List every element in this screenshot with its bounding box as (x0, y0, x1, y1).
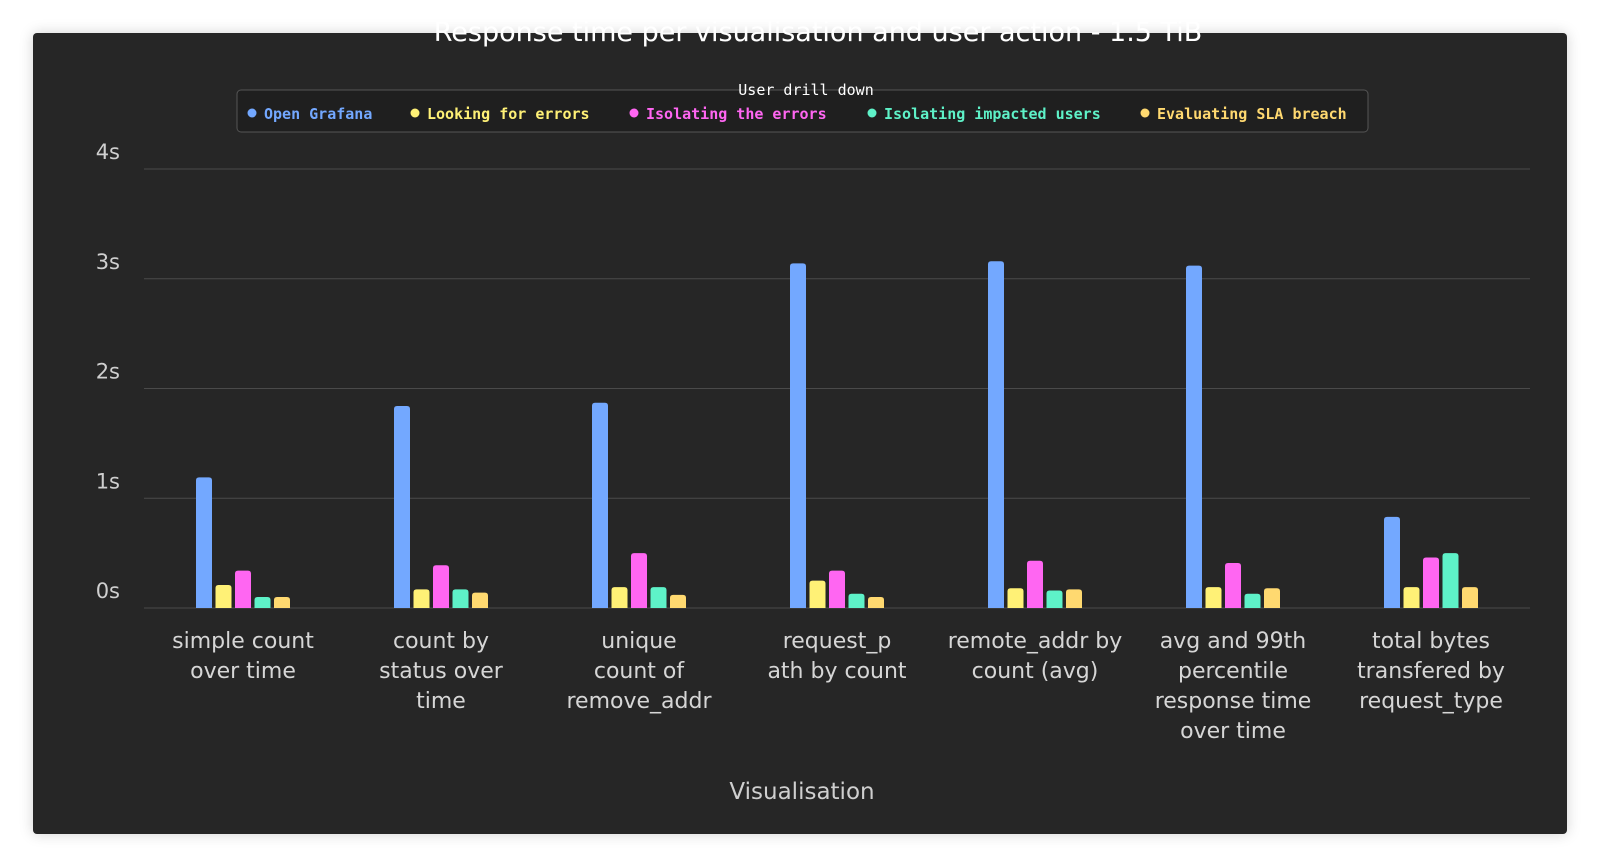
legend-item-open-grafana[interactable]: Open Grafana (247, 105, 373, 123)
gridlines (144, 168, 1530, 609)
bar-isolating-impacted-users (254, 597, 271, 608)
x-axis-title: Visualisation (729, 779, 874, 805)
legend-item-evaluating-sla-breach[interactable]: Evaluating SLA breach (1140, 105, 1347, 123)
bar-looking-for-errors (215, 584, 232, 608)
bar-evaluating-sla-breach (868, 597, 884, 608)
x-tick-label: count by status over time (379, 629, 504, 714)
bar-isolating-the-errors (1423, 557, 1439, 608)
x-tick-label: request_p ath by count (767, 629, 906, 684)
bar-evaluating-sla-breach (670, 594, 686, 608)
bar-open-grafana (790, 263, 806, 608)
y-tick-label: 2s (96, 360, 120, 384)
legend-item-isolating-impacted-users[interactable]: Isolating impacted users (867, 105, 1101, 123)
bar-evaluating-sla-breach (1066, 589, 1082, 608)
legend-label: Looking for errors (427, 105, 590, 123)
legend-label: Open Grafana (264, 105, 372, 123)
bar-isolating-the-errors (829, 570, 845, 608)
bar-isolating-impacted-users (1244, 593, 1261, 608)
bar-isolating-impacted-users (848, 593, 865, 608)
bar-evaluating-sla-breach (472, 592, 488, 608)
bar-open-grafana (196, 477, 212, 608)
bar-isolating-the-errors (433, 565, 449, 608)
bar-looking-for-errors (1007, 588, 1024, 608)
bar-isolating-the-errors (235, 570, 251, 608)
x-tick-label: simple count over time (172, 629, 314, 684)
legend-swatch (867, 108, 877, 118)
bar-isolating-the-errors (631, 553, 647, 608)
bar-looking-for-errors (611, 587, 628, 608)
x-axis-categories: simple count over time count by status over… (172, 629, 1505, 744)
legend-label: Evaluating SLA breach (1157, 105, 1347, 123)
bar-evaluating-sla-breach (1264, 588, 1280, 608)
legend-label: Isolating the errors (646, 105, 827, 123)
bar-isolating-impacted-users (650, 587, 667, 608)
bar-isolating-the-errors (1027, 560, 1043, 608)
legend: User drill down Open Grafana Looking for … (236, 81, 1369, 133)
bar-open-grafana (1186, 265, 1202, 608)
bar-looking-for-errors (1403, 587, 1420, 608)
bar-open-grafana (592, 402, 608, 608)
x-tick-label: remote_addr by count (avg) (948, 629, 1123, 684)
bar-looking-for-errors (1205, 587, 1222, 608)
bar-evaluating-sla-breach (1462, 587, 1478, 608)
legend-items: Open Grafana Looking for errors Isolating … (247, 105, 1347, 123)
x-tick-label: total bytes transfered by request_type (1357, 629, 1505, 714)
legend-swatch (247, 108, 257, 118)
legend-swatch (410, 108, 420, 118)
legend-label: Isolating impacted users (884, 105, 1101, 123)
bar-looking-for-errors (413, 589, 430, 608)
y-tick-label: 1s (96, 469, 120, 493)
chart-title: Response time per visualisation and user… (434, 17, 1202, 48)
legend-swatch (1140, 108, 1150, 118)
bar-isolating-impacted-users (1442, 553, 1459, 608)
legend-swatch (629, 108, 639, 118)
legend-box (236, 89, 1369, 133)
legend-item-isolating-the-errors[interactable]: Isolating the errors (629, 105, 827, 123)
bar-evaluating-sla-breach (274, 597, 290, 608)
y-axis-ticks: 0s 1s 2s 3s 4s (96, 140, 120, 603)
legend-item-looking-for-errors[interactable]: Looking for errors (410, 105, 590, 123)
legend-title: User drill down (738, 81, 873, 99)
bar-isolating-impacted-users (452, 589, 469, 608)
bar-looking-for-errors (809, 580, 826, 608)
y-tick-label: 4s (96, 140, 120, 164)
bars (196, 261, 1478, 608)
bar-open-grafana (988, 261, 1004, 608)
bar-isolating-the-errors (1225, 563, 1241, 608)
x-tick-label: unique count of remove_addr (567, 629, 713, 714)
x-tick-label: avg and 99th percentile response time over … (1155, 629, 1312, 744)
bar-open-grafana (1384, 516, 1400, 608)
y-tick-label: 3s (96, 250, 120, 274)
bar-open-grafana (394, 406, 410, 608)
bar-isolating-impacted-users (1046, 590, 1063, 608)
y-tick-label: 0s (96, 579, 120, 603)
